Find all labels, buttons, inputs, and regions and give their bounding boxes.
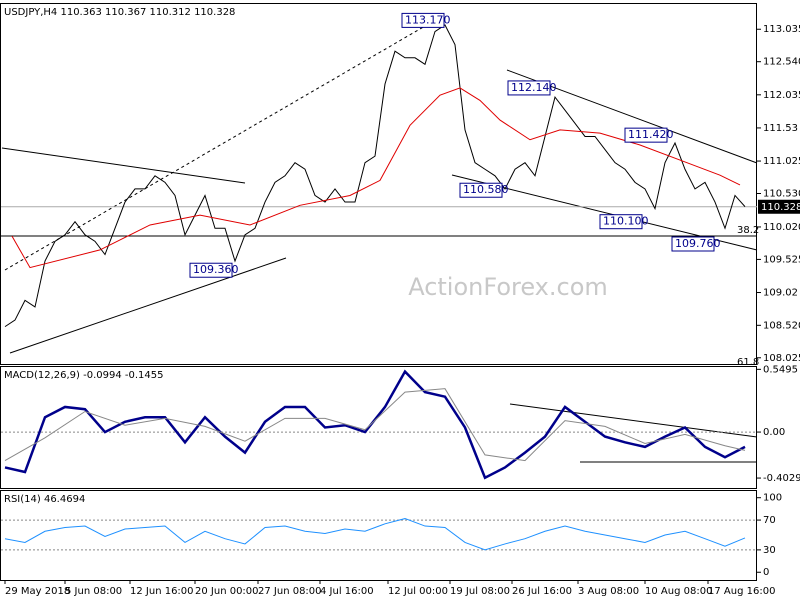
annotation-label: 112.140: [511, 81, 557, 94]
annotation-label: 111.420: [628, 128, 674, 141]
annotation-label: 110.580: [463, 183, 509, 196]
trendline: [1, 147, 246, 184]
annotation-label: 109.360: [193, 263, 239, 276]
panel-title: USDJPY,H4 110.363 110.367 110.312 110.32…: [4, 7, 235, 18]
y-tick-label: -0.4029: [763, 473, 800, 484]
x-tick-label: 10 Aug 08:00: [645, 586, 712, 597]
x-tick-label: 29 May 2018: [5, 586, 70, 597]
annotation-label: 110.100: [603, 215, 649, 228]
x-tick-label: 19 Jul 08:00: [450, 586, 510, 597]
y-tick-label: 111.53: [763, 123, 798, 134]
y-tick-label: 109.02: [763, 288, 798, 299]
x-tick-label: 26 Jul 16:00: [512, 586, 572, 597]
x-tick-label: 20 Jun 00:00: [195, 586, 259, 597]
y-tick-label: 112.540: [763, 57, 800, 68]
y-tick-label: 30: [763, 545, 776, 556]
watermark: ActionForex.com: [408, 273, 608, 301]
annotation-box: [459, 182, 503, 198]
x-tick-label: 27 Jun 08:00: [258, 586, 322, 597]
price-frame: [0, 3, 757, 365]
annotation-box: [671, 236, 715, 252]
rsi-frame: [0, 490, 757, 581]
series-line: [4, 369, 746, 480]
y-tick-label: 0: [763, 567, 769, 578]
y-tick-label: 111.025: [763, 156, 800, 167]
y-tick-label: 110.020: [763, 222, 800, 233]
y-tick-label: 112.035: [763, 90, 800, 101]
panel-title: RSI(14) 46.4694: [4, 494, 85, 505]
y-tick-label: 113.035: [763, 24, 800, 35]
x-tick-label: 3 Aug 08:00: [578, 586, 639, 597]
macd-frame: [0, 366, 757, 489]
current-price-box: [758, 199, 800, 214]
annotation-box: [599, 214, 643, 230]
series-line: [4, 24, 746, 328]
y-tick-label: 70: [763, 515, 776, 526]
current-price-label: 110.328: [761, 202, 800, 213]
annotation-label: 109.760: [675, 237, 721, 250]
y-tick-label: 0.5495: [763, 364, 798, 375]
y-tick-label: 100: [763, 493, 782, 504]
x-tick-label: 17 Aug 16:00: [708, 586, 775, 597]
annotation-box: [507, 80, 551, 96]
y-tick-label: 108.520: [763, 320, 800, 331]
y-tick-label: 0.00: [763, 427, 785, 438]
series-line: [4, 518, 746, 551]
series-line: [4, 388, 746, 462]
fib-label: 61.8: [737, 357, 759, 368]
x-tick-label: 12 Jul 00:00: [388, 586, 448, 597]
trendline: [4, 21, 433, 271]
fib-label: 38.2: [737, 225, 759, 236]
x-tick-label: 12 Jun 16:00: [130, 586, 194, 597]
y-tick-label: 110.530: [763, 189, 800, 200]
annotation-box: [624, 127, 668, 143]
annotation-box: [189, 262, 233, 278]
y-tick-label: 109.525: [763, 254, 800, 265]
trendline: [9, 257, 287, 354]
trendline: [509, 403, 758, 438]
y-tick-label: 108.025: [763, 353, 800, 364]
annotation-box: [401, 12, 445, 28]
annotation-label: 113.170: [405, 13, 451, 26]
x-tick-label: 4 Jul 16:00: [320, 586, 374, 597]
x-tick-label: 5 Jun 08:00: [65, 586, 122, 597]
panel-title: MACD(12,26,9) -0.0994 -0.1455: [4, 370, 164, 381]
